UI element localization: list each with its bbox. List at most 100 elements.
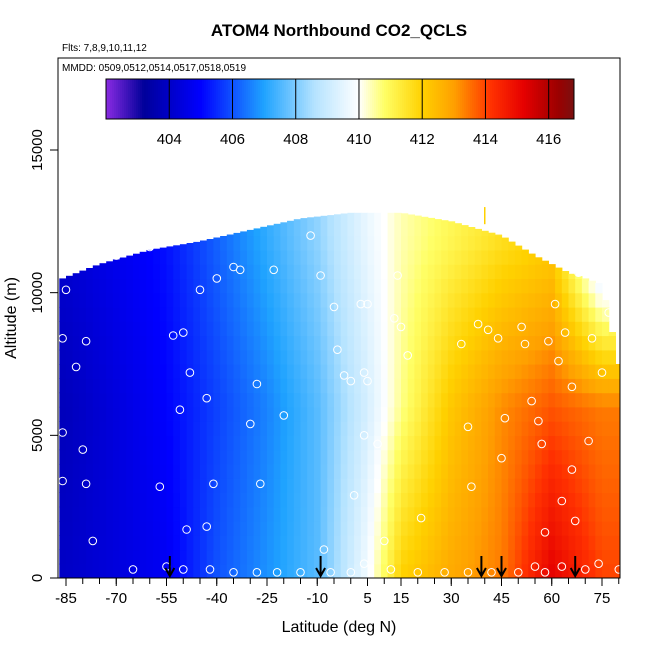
field-cell [72,563,80,578]
field-cell [159,520,168,536]
field-cell [508,392,516,408]
field-cell [206,306,214,322]
field-cell [494,421,503,436]
field-cell [280,435,288,451]
field-cell [133,292,141,308]
field-cell [200,478,208,493]
field-cell [622,393,629,408]
field-cell [307,406,315,422]
field-cell [159,563,168,578]
field-cell [246,264,255,279]
field-cell [568,392,576,408]
field-cell [220,535,228,551]
field-cell [106,292,114,308]
field-cell [200,292,208,308]
colorbar-swatch [232,79,235,119]
field-cell [394,306,402,322]
field-cell [226,463,235,479]
field-cell [354,520,362,536]
field-cell [173,449,181,465]
field-cell [575,506,583,522]
field-cell [72,364,80,379]
field-cell [528,264,536,279]
field-cell [414,463,422,479]
field-cell [414,306,422,322]
sample-point [235,265,245,275]
field-cell [421,449,429,465]
sample-point [256,479,265,489]
field-cell [387,392,395,408]
colorbar-swatch [370,79,373,119]
field-cell [414,563,422,578]
field-cell [514,306,523,322]
field-cell [521,549,529,565]
field-cell [213,264,221,279]
field-cell [434,478,442,493]
field-cell [427,306,436,322]
field-cell [380,506,389,522]
field-cell [79,270,87,279]
field-cell [575,321,583,337]
field-cell [387,249,395,265]
field-cell [541,392,549,408]
field-cell [434,378,442,394]
colorbar-swatch [166,79,169,119]
field-cell [240,364,248,379]
field-cell [548,435,556,451]
field-cell [213,335,221,351]
field-cell [327,221,335,237]
field-cell [347,406,355,422]
field-cell [126,549,134,565]
field-cell [166,349,174,365]
field-cell [226,478,235,493]
field-cell [213,520,221,536]
field-cell [461,364,469,379]
colorbar-swatch [212,79,215,119]
field-cell [394,249,402,265]
field-cell [334,249,342,265]
field-cell [246,435,255,451]
field-cell [541,278,549,294]
field-cell [233,506,241,522]
colorbar: 404 406 408 410 412 414 416 [105,78,575,148]
field-cell [340,249,348,265]
field-cell [260,264,268,279]
field-cell [407,506,415,522]
colorbar-swatch [558,79,561,119]
colorbar-swatch [550,79,553,119]
field-cell [253,264,261,279]
field-cell [133,306,141,322]
field-cell [280,463,288,479]
field-cell [233,435,241,451]
sample-point [202,393,211,403]
field-cell [133,278,141,294]
field-cell [561,406,570,422]
field-cell [92,378,101,394]
colorbar-swatch [268,79,271,119]
field-cell [293,364,302,379]
field-cell [401,278,409,294]
field-cell [246,563,255,578]
field-cell [508,406,516,422]
field-cell [568,364,576,379]
field-cell [66,563,74,578]
field-cell [555,421,563,436]
field-cell [260,226,268,237]
field-cell [441,449,449,465]
field-cell [233,478,241,493]
field-cell [153,520,161,536]
field-cell [220,492,228,508]
field-cell [548,306,556,322]
field-cell [334,264,342,279]
field-cell [112,506,121,522]
field-cell [293,563,302,578]
field-cell [380,249,389,265]
colorbar-swatch [226,79,229,119]
sample-point [195,285,205,295]
field-cell [59,292,67,308]
field-cell [313,421,322,436]
field-cell [581,535,590,551]
field-cell [602,378,610,394]
field-cell [555,278,563,294]
field-cell [447,463,456,479]
